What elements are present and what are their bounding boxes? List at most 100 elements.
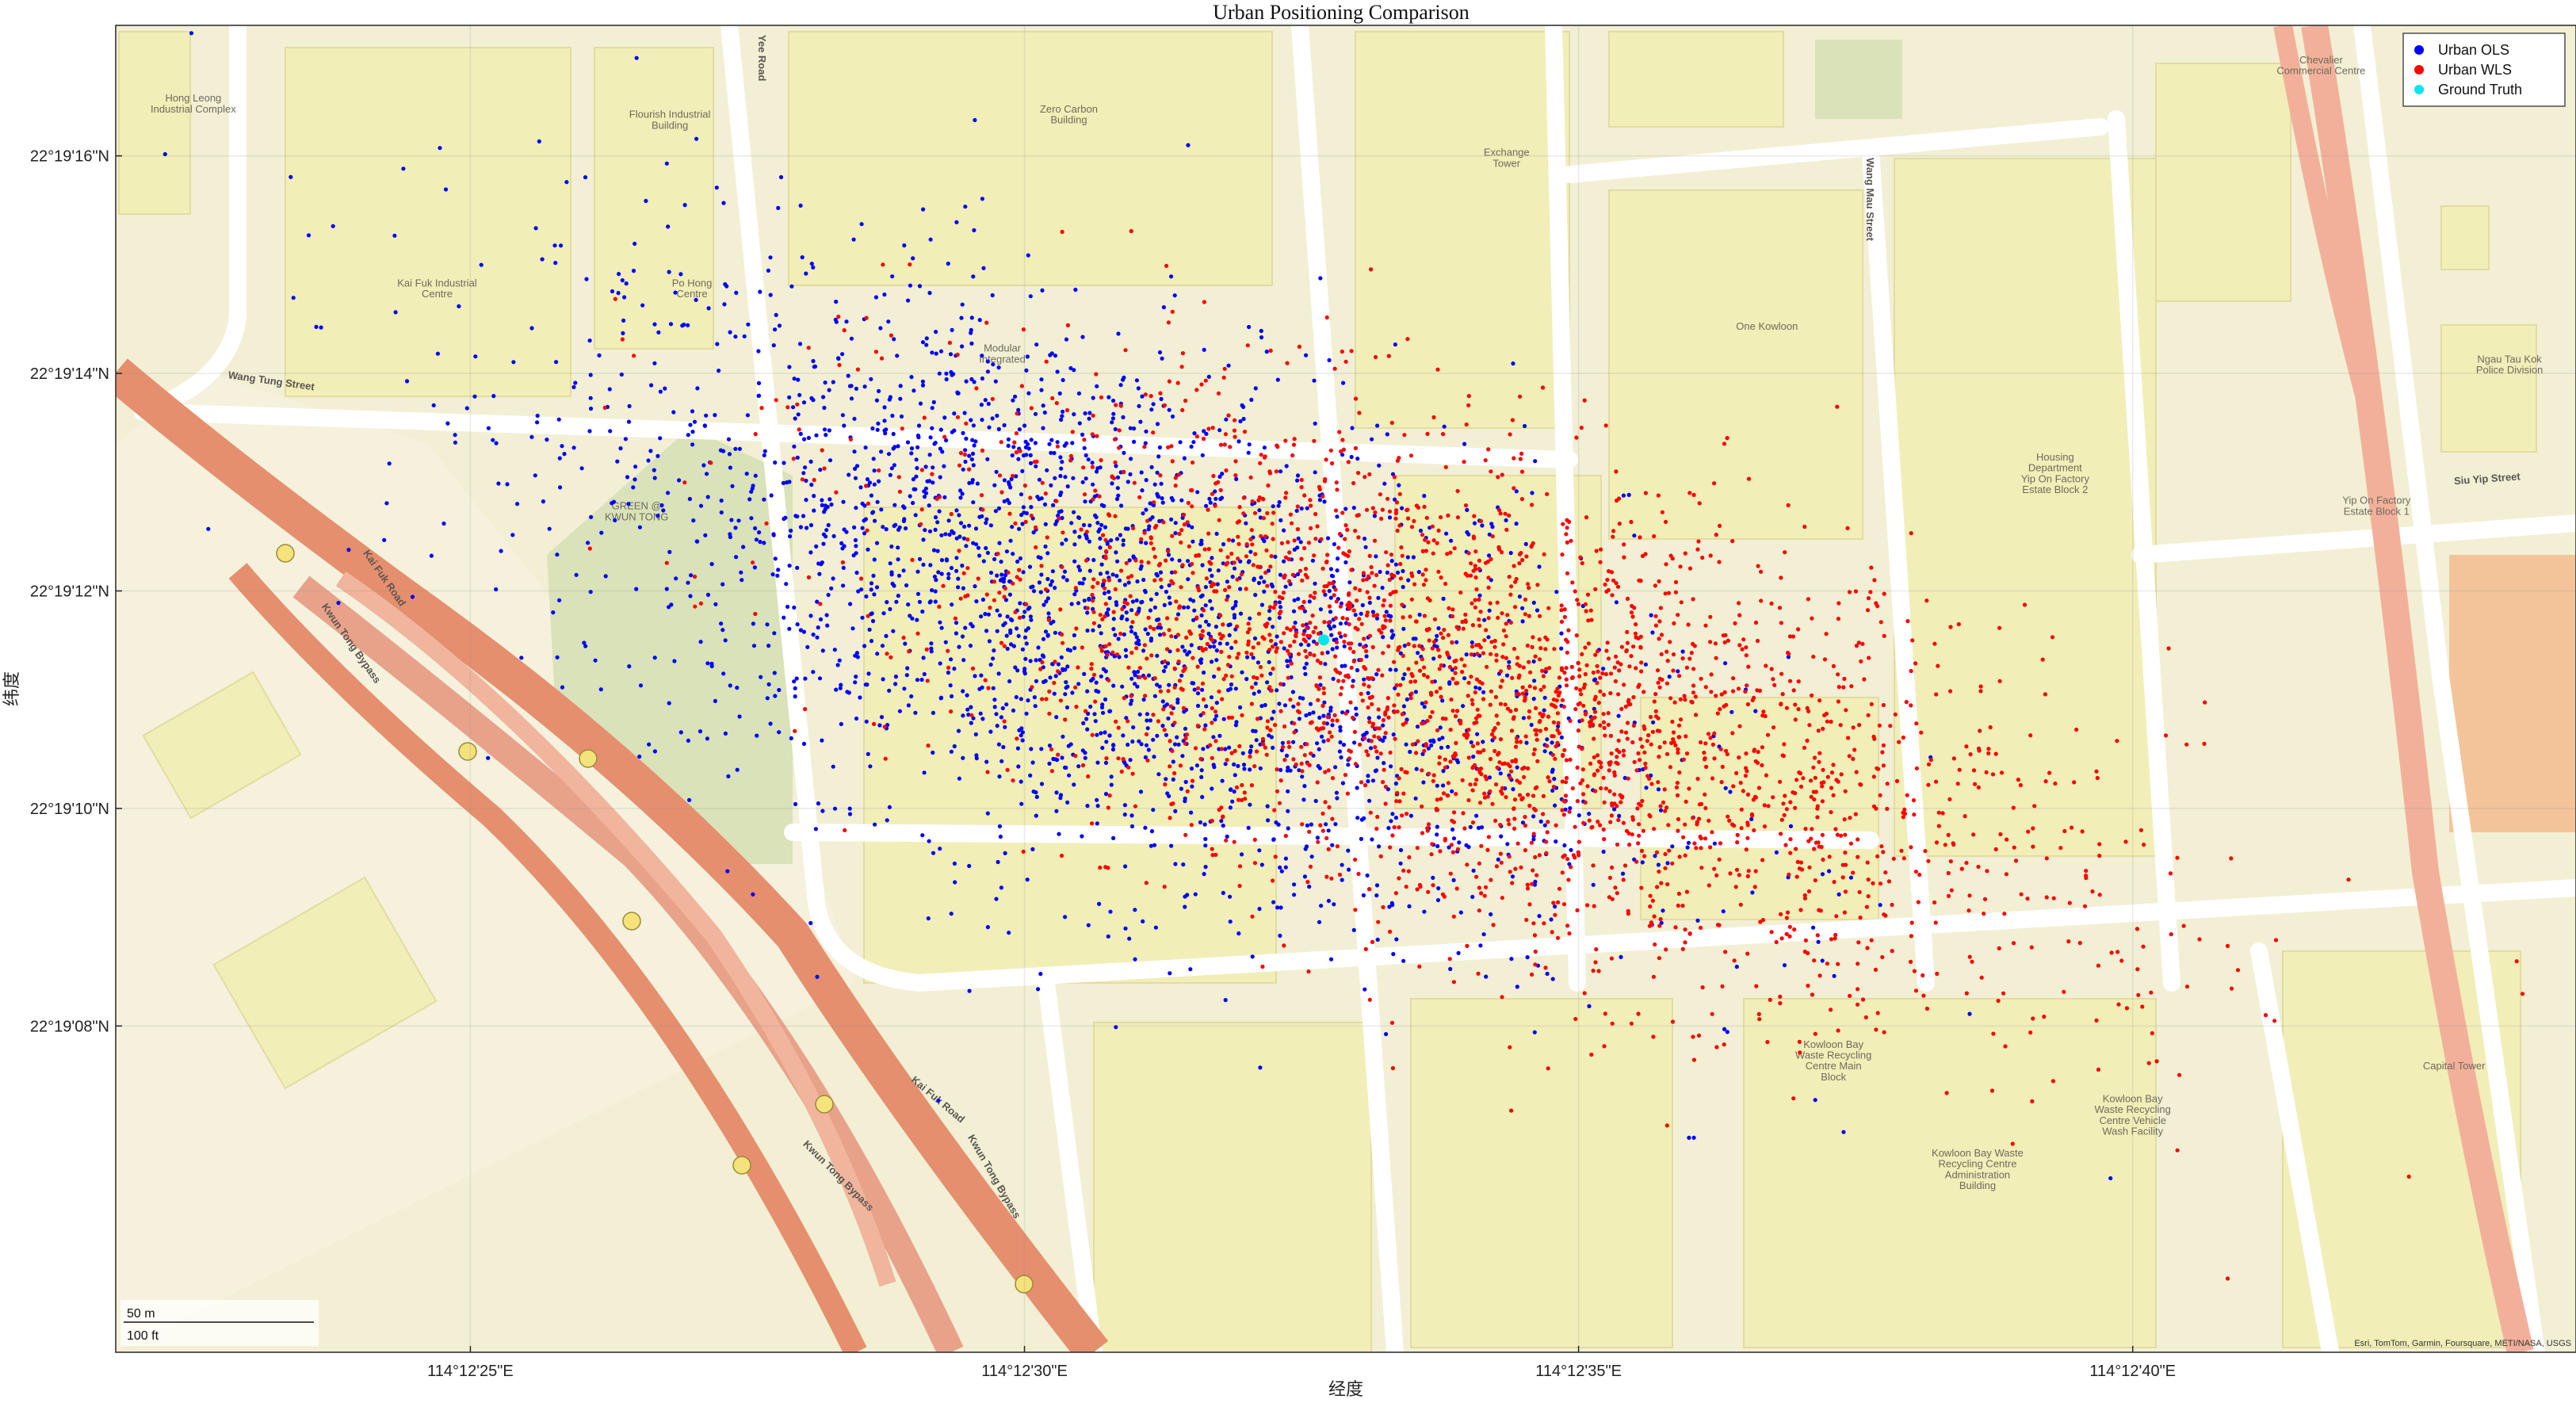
scatter-point (1233, 473, 1238, 478)
scatter-point (1989, 1088, 1994, 1093)
scatter-point (773, 460, 778, 465)
scatter-point (1657, 956, 1661, 961)
scatter-point (1394, 799, 1399, 804)
scatter-point (1783, 550, 1787, 555)
scatter-point (1753, 759, 1758, 764)
scatter-point (1119, 616, 1124, 621)
scatter-point (797, 392, 802, 397)
scatter-point (1375, 423, 1380, 428)
scatter-point (891, 431, 896, 437)
scatter-point (1210, 556, 1214, 560)
scatter-point (1651, 1034, 1656, 1039)
scatter-point (1885, 806, 1890, 812)
scatter-point (1413, 796, 1418, 801)
scatter-point (1389, 552, 1393, 557)
scatter-point (1173, 521, 1178, 526)
scatter-point (1064, 407, 1070, 413)
scatter-point (1227, 745, 1232, 750)
scatter-point (792, 679, 797, 684)
scatter-point (1728, 789, 1733, 794)
scatter-point (1152, 843, 1157, 847)
scatter-point (573, 380, 578, 385)
scatter-point (1726, 638, 1730, 643)
scatter-point (1662, 787, 1667, 792)
scatter-point (869, 377, 873, 381)
scatter-point (1592, 736, 1596, 741)
scatter-point (1295, 545, 1300, 550)
scatter-point (1625, 596, 1630, 602)
scatter-point (988, 662, 993, 667)
scatter-point (1330, 843, 1335, 847)
scatter-point (1563, 780, 1569, 785)
scatter-point (756, 393, 762, 398)
scatter-point (823, 380, 827, 385)
scatter-point (1304, 655, 1309, 659)
scatter-point (2230, 986, 2234, 991)
scatter-point (1779, 575, 1783, 580)
scatter-point (1634, 635, 1638, 640)
scatter-point (1227, 585, 1232, 590)
scatter-point (1225, 555, 1230, 560)
scatter-point (1376, 735, 1381, 740)
scatter-point (2005, 837, 2009, 842)
scatter-point (1063, 765, 1068, 770)
scatter-point (1338, 728, 1343, 733)
scatter-point (1622, 775, 1627, 781)
scatter-point (1729, 709, 1734, 714)
scatter-point (1225, 594, 1230, 599)
scatter-point (1159, 585, 1164, 590)
scatter-point (1436, 626, 1441, 631)
scatter-point (882, 292, 887, 297)
scatter-point (1246, 642, 1251, 647)
scatter-point (1144, 507, 1148, 512)
scatter-point (1414, 660, 1419, 665)
scatter-point (1133, 631, 1137, 637)
scatter-point (1541, 793, 1546, 799)
scatter-point (1310, 614, 1315, 618)
scatter-point (1523, 734, 1528, 739)
scatter-point (1183, 741, 1187, 746)
scatter-point (1820, 872, 1825, 877)
scatter-point (1006, 570, 1011, 575)
scatter-point (1207, 568, 1213, 572)
scatter-point (1067, 773, 1072, 778)
scatter-point (2018, 782, 2023, 788)
scatter-point (1527, 659, 1531, 664)
scatter-point (1679, 600, 1684, 605)
scatter-point (1172, 721, 1177, 725)
scatter-point (1882, 1030, 1886, 1034)
scatter-point (1752, 828, 1756, 833)
scatter-point (1182, 522, 1187, 527)
scatter-point (1101, 667, 1106, 671)
scatter-point (1374, 893, 1379, 898)
scatter-point (1829, 810, 1833, 815)
scatter-point (923, 528, 927, 533)
scatter-point (1000, 705, 1005, 711)
scatter-point (2003, 1044, 2008, 1049)
scatter-point (1590, 824, 1595, 829)
scatter-point (791, 457, 796, 461)
scatter-point (1057, 516, 1061, 521)
scatter-point (1353, 857, 1358, 862)
scatter-point (1580, 767, 1585, 772)
scatter-point (955, 352, 960, 357)
scatter-point (1441, 791, 1447, 796)
scatter-point (682, 323, 686, 327)
scatter-point (971, 423, 976, 428)
scatter-point (1292, 721, 1297, 726)
scatter-point (1108, 909, 1113, 914)
scatter-point (820, 448, 824, 453)
scatter-point (755, 733, 759, 738)
scatter-point (1340, 710, 1345, 715)
scatter-point (967, 453, 972, 458)
scatter-point (1745, 702, 1750, 707)
scatter-point (1864, 904, 1869, 909)
scatter-point (1821, 726, 1825, 732)
scatter-point (1857, 723, 1862, 728)
scatter-point (1014, 431, 1019, 436)
scatter-point (1694, 846, 1699, 851)
scatter-point (1052, 450, 1057, 456)
scatter-point (1798, 1050, 1802, 1055)
scatter-point (1652, 914, 1657, 919)
scatter-point (1338, 740, 1343, 745)
